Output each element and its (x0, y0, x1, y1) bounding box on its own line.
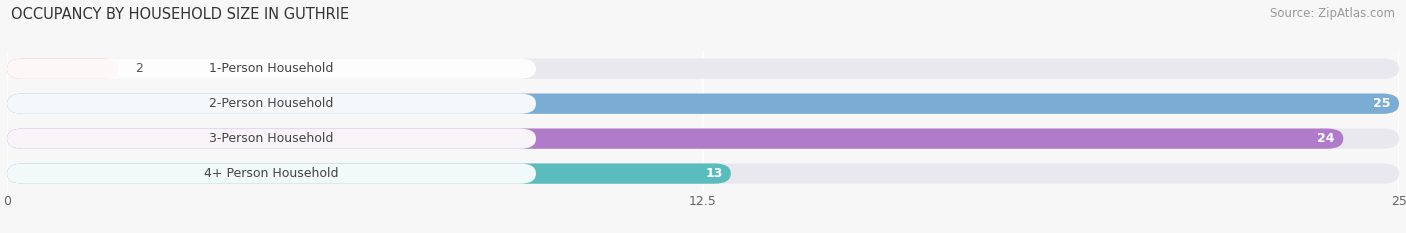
Text: 2-Person Household: 2-Person Household (209, 97, 333, 110)
FancyBboxPatch shape (7, 59, 118, 79)
Text: 1-Person Household: 1-Person Household (209, 62, 333, 75)
Text: 4+ Person Household: 4+ Person Household (204, 167, 339, 180)
FancyBboxPatch shape (7, 93, 1399, 114)
Text: 25: 25 (1374, 97, 1391, 110)
FancyBboxPatch shape (7, 93, 1399, 114)
FancyBboxPatch shape (7, 164, 1399, 184)
FancyBboxPatch shape (7, 129, 1343, 149)
Text: 13: 13 (706, 167, 723, 180)
FancyBboxPatch shape (7, 129, 1399, 149)
Text: Source: ZipAtlas.com: Source: ZipAtlas.com (1270, 7, 1395, 20)
Text: OCCUPANCY BY HOUSEHOLD SIZE IN GUTHRIE: OCCUPANCY BY HOUSEHOLD SIZE IN GUTHRIE (11, 7, 349, 22)
FancyBboxPatch shape (7, 164, 536, 184)
Text: 24: 24 (1317, 132, 1334, 145)
Text: 3-Person Household: 3-Person Household (209, 132, 333, 145)
Text: 2: 2 (135, 62, 143, 75)
FancyBboxPatch shape (7, 59, 1399, 79)
FancyBboxPatch shape (7, 164, 731, 184)
FancyBboxPatch shape (7, 129, 536, 149)
FancyBboxPatch shape (7, 59, 536, 79)
FancyBboxPatch shape (7, 93, 536, 114)
